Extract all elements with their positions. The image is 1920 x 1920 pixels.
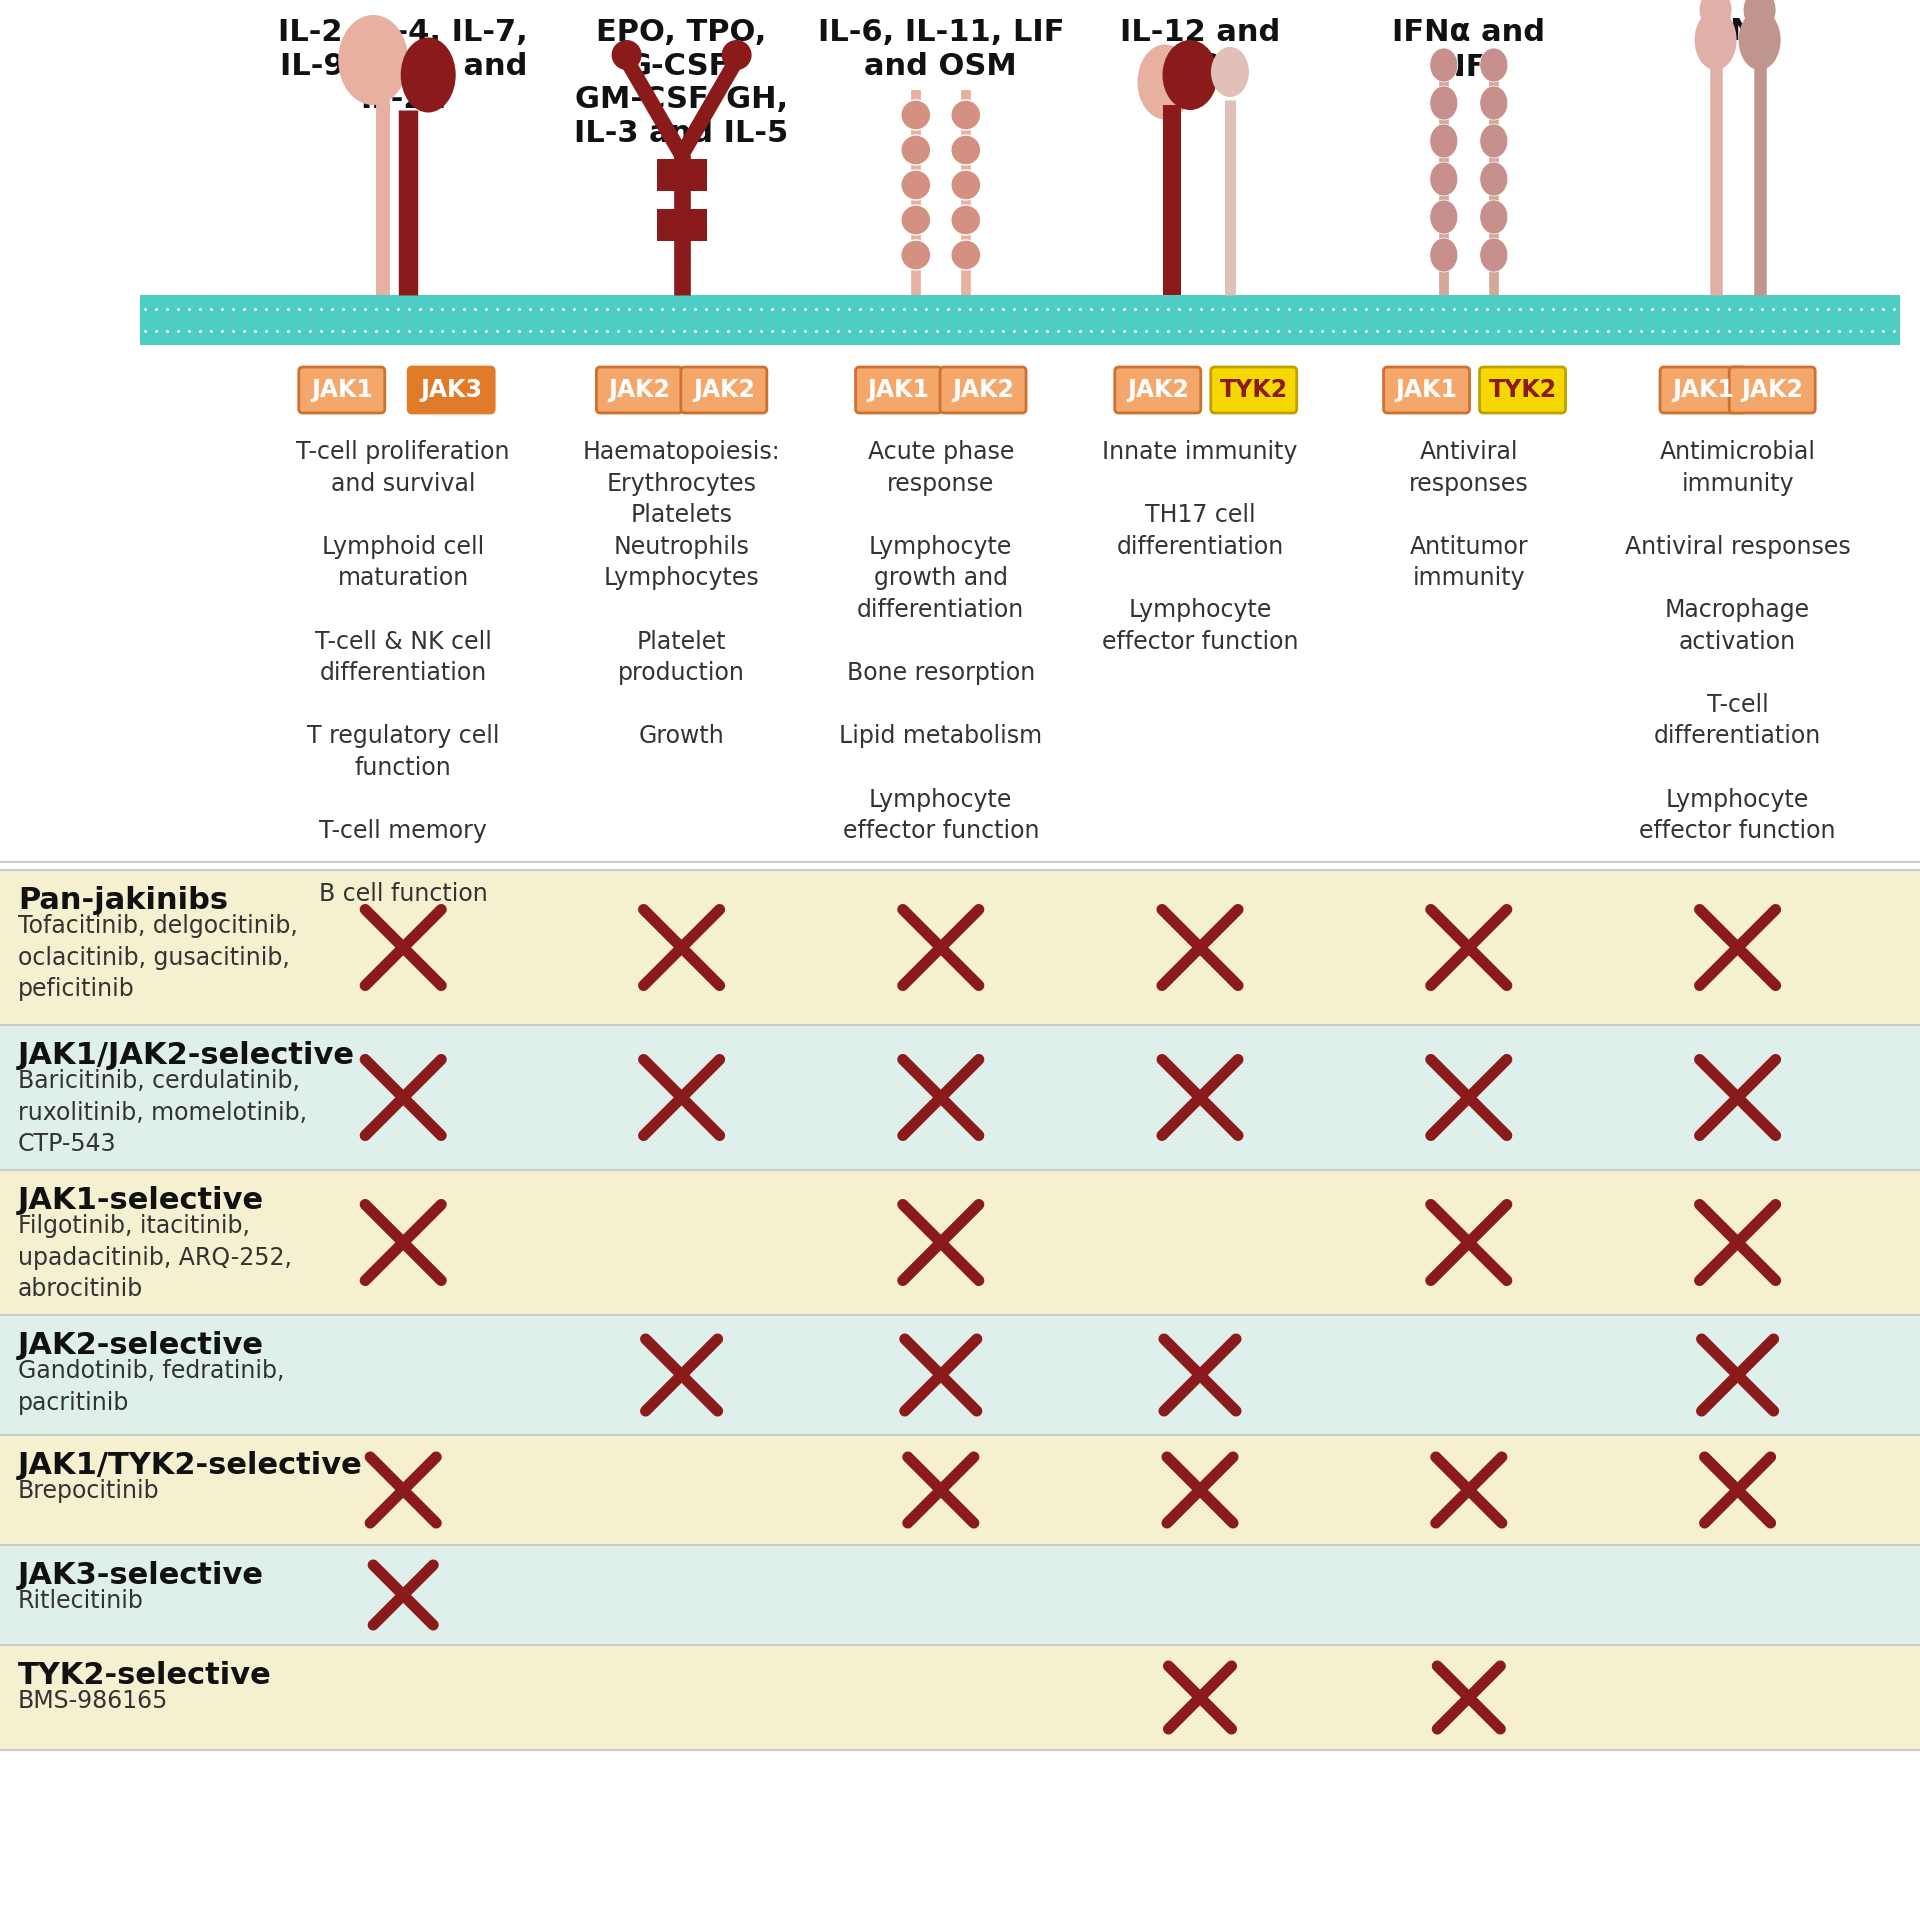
Text: JAK1: JAK1 <box>1396 378 1457 401</box>
Text: Innate immunity

TH17 cell
differentiation

Lymphocyte
effector function: Innate immunity TH17 cell differentiatio… <box>1102 440 1298 653</box>
Text: JAK2: JAK2 <box>952 378 1014 401</box>
Bar <box>0 1434 1920 1546</box>
Ellipse shape <box>1695 10 1736 69</box>
Text: Tofacitinib, delgocitinib,
oclacitinib, gusacitinib,
peficitinib: Tofacitinib, delgocitinib, oclacitinib, … <box>17 914 298 1000</box>
Ellipse shape <box>1430 200 1457 234</box>
Text: Antimicrobial
immunity

Antiviral responses

Macrophage
activation

T-cell
diffe: Antimicrobial immunity Antiviral respons… <box>1624 440 1851 843</box>
Bar <box>0 870 1920 1025</box>
Text: Acute phase
response

Lymphocyte
growth and
differentiation

Bone resorption

Li: Acute phase response Lymphocyte growth a… <box>839 440 1043 843</box>
FancyBboxPatch shape <box>300 367 384 413</box>
Text: EPO, TPO,
G-CSF,
GM-CSF, GH,
IL-3 and IL-5: EPO, TPO, G-CSF, GM-CSF, GH, IL-3 and IL… <box>574 17 789 148</box>
Ellipse shape <box>1212 46 1250 98</box>
Text: JAK3-selective: JAK3-selective <box>17 1561 265 1590</box>
FancyBboxPatch shape <box>682 367 766 413</box>
Text: JAK2: JAK2 <box>609 378 670 401</box>
Text: IFNα and
INFβ: IFNα and INFβ <box>1392 17 1546 83</box>
Text: Ritlecitinib: Ritlecitinib <box>17 1590 144 1613</box>
Bar <box>657 209 707 242</box>
Text: JAK2: JAK2 <box>693 378 755 401</box>
Text: IL-12 and
IL-23: IL-12 and IL-23 <box>1119 17 1281 81</box>
Text: Haematopoiesis:
Erythrocytes
Platelets
Neutrophils
Lymphocytes

Platelet
product: Haematopoiesis: Erythrocytes Platelets N… <box>584 440 780 749</box>
Ellipse shape <box>1480 125 1507 157</box>
Ellipse shape <box>1480 238 1507 273</box>
Text: BMS-986165: BMS-986165 <box>17 1690 169 1713</box>
Ellipse shape <box>612 40 641 69</box>
Ellipse shape <box>1430 161 1457 196</box>
FancyBboxPatch shape <box>1661 367 1745 413</box>
Text: JAK2: JAK2 <box>1127 378 1188 401</box>
Text: JAK2: JAK2 <box>1741 378 1803 401</box>
Text: JAK1/TYK2-selective: JAK1/TYK2-selective <box>17 1452 363 1480</box>
Text: JAK1: JAK1 <box>868 378 929 401</box>
Text: Brepocitinib: Brepocitinib <box>17 1478 159 1503</box>
Text: T-cell proliferation
and survival

Lymphoid cell
maturation

T-cell & NK cell
di: T-cell proliferation and survival Lympho… <box>296 440 511 906</box>
Bar <box>0 1546 1920 1645</box>
Text: JAK1: JAK1 <box>1672 378 1734 401</box>
FancyBboxPatch shape <box>1730 367 1814 413</box>
Ellipse shape <box>900 171 931 200</box>
Ellipse shape <box>1480 200 1507 234</box>
Ellipse shape <box>1162 40 1217 109</box>
FancyBboxPatch shape <box>1384 367 1469 413</box>
Ellipse shape <box>900 205 931 234</box>
Ellipse shape <box>1430 86 1457 119</box>
Bar <box>0 1645 1920 1749</box>
FancyBboxPatch shape <box>1212 367 1296 413</box>
Bar <box>0 1315 1920 1434</box>
Ellipse shape <box>900 240 931 271</box>
Text: JAK1/JAK2-selective: JAK1/JAK2-selective <box>17 1041 355 1069</box>
Text: Antiviral
responses

Antitumor
immunity: Antiviral responses Antitumor immunity <box>1409 440 1528 591</box>
Ellipse shape <box>1740 10 1780 69</box>
Ellipse shape <box>401 38 455 113</box>
Ellipse shape <box>900 100 931 131</box>
FancyBboxPatch shape <box>1480 367 1565 413</box>
Ellipse shape <box>950 205 981 234</box>
FancyBboxPatch shape <box>597 367 682 413</box>
Bar <box>0 1025 1920 1169</box>
Text: IL-2, IL-4, IL-7,
IL-9, IL-15 and
IL-21: IL-2, IL-4, IL-7, IL-9, IL-15 and IL-21 <box>278 17 528 113</box>
Ellipse shape <box>900 134 931 165</box>
Text: TYK2-selective: TYK2-selective <box>17 1661 273 1690</box>
FancyBboxPatch shape <box>409 367 493 413</box>
Text: JAK2-selective: JAK2-selective <box>17 1331 265 1359</box>
Ellipse shape <box>338 15 409 106</box>
Ellipse shape <box>950 100 981 131</box>
Ellipse shape <box>1480 86 1507 119</box>
Text: Pan-jakinibs: Pan-jakinibs <box>17 885 228 916</box>
Text: JAK1: JAK1 <box>311 378 372 401</box>
Ellipse shape <box>1480 161 1507 196</box>
Ellipse shape <box>722 40 751 69</box>
Text: Baricitinib, cerdulatinib,
ruxolitinib, momelotinib,
CTP-543: Baricitinib, cerdulatinib, ruxolitinib, … <box>17 1069 307 1156</box>
Bar <box>140 296 1901 346</box>
Ellipse shape <box>950 240 981 271</box>
FancyBboxPatch shape <box>856 367 941 413</box>
Text: Filgotinib, itacitinib,
upadacitinib, ARQ-252,
abrocitinib: Filgotinib, itacitinib, upadacitinib, AR… <box>17 1213 292 1302</box>
Text: IFNγ: IFNγ <box>1699 17 1776 46</box>
Ellipse shape <box>950 171 981 200</box>
FancyBboxPatch shape <box>941 367 1025 413</box>
Ellipse shape <box>1430 238 1457 273</box>
Ellipse shape <box>1137 44 1192 119</box>
Ellipse shape <box>1743 0 1776 31</box>
Text: TYK2: TYK2 <box>1219 378 1288 401</box>
FancyBboxPatch shape <box>1116 367 1200 413</box>
Ellipse shape <box>950 134 981 165</box>
Text: Gandotinib, fedratinib,
pacritinib: Gandotinib, fedratinib, pacritinib <box>17 1359 284 1415</box>
Ellipse shape <box>1480 48 1507 83</box>
Text: IL-6, IL-11, LIF
and OSM: IL-6, IL-11, LIF and OSM <box>818 17 1064 81</box>
Text: JAK3: JAK3 <box>420 378 482 401</box>
Text: JAK1-selective: JAK1-selective <box>17 1187 265 1215</box>
Ellipse shape <box>1430 48 1457 83</box>
Text: TYK2: TYK2 <box>1488 378 1557 401</box>
Ellipse shape <box>1430 125 1457 157</box>
Ellipse shape <box>1699 0 1732 31</box>
Bar <box>0 1169 1920 1315</box>
Bar <box>657 159 707 190</box>
